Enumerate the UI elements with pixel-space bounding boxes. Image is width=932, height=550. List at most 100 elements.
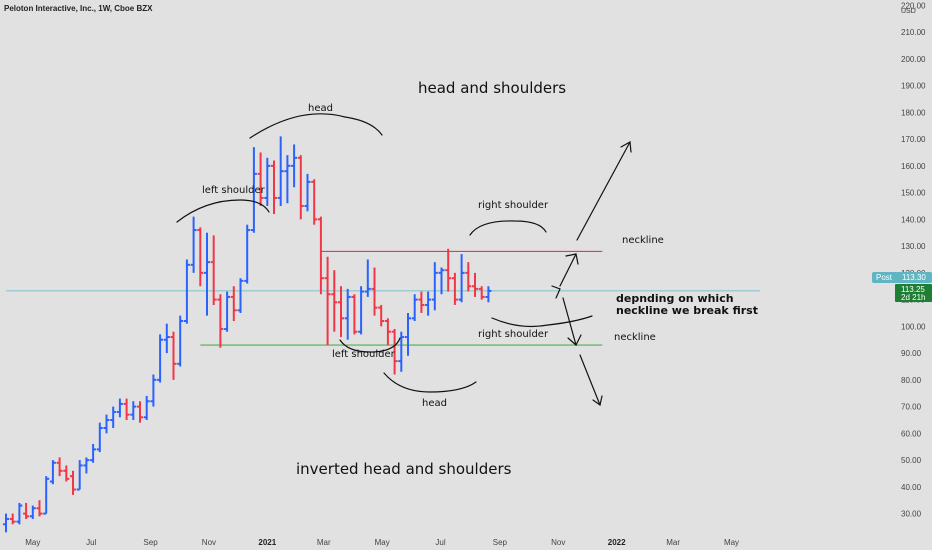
time-axis[interactable]: May Jul Sep Nov 2021 Mar May Jul Sep Nov 2022 Mar Ma… (25, 538, 739, 547)
ohlc-bar (217, 294, 224, 348)
countdown: 2d 21h (901, 293, 925, 302)
x-tick-label: 2022 (608, 538, 626, 547)
left-shoulder-arc-bottom (339, 337, 401, 353)
ohlc-bar (364, 259, 371, 297)
x-tick-label: Mar (317, 538, 331, 547)
annotation-labels: head and shoulders inverted head and sho… (202, 79, 758, 478)
left-shoulder-arc-top (176, 199, 270, 223)
ohlc-bar (431, 262, 438, 311)
x-tick-label: Nov (202, 538, 216, 547)
ohlc-bar (458, 254, 465, 303)
y-tick-label: 160.00 (901, 162, 926, 171)
x-tick-label: 2021 (258, 538, 276, 547)
ohlc-bar (103, 414, 110, 434)
ohlc-bar (237, 278, 244, 313)
post-price-tag (872, 272, 932, 283)
ohlc-bar (190, 216, 197, 273)
neckline-label-top: neckline (622, 235, 664, 246)
x-tick-label: May (724, 538, 739, 547)
ohlc-bar (150, 374, 157, 407)
ohlc-bar (224, 291, 231, 332)
ohlc-bar (398, 331, 405, 372)
ohlc-bar (411, 294, 418, 321)
inverted-title: inverted head and shoulders (296, 460, 512, 478)
ohlc-bar (183, 259, 190, 324)
ohlc-bar (264, 157, 271, 206)
arrow-down-short-head (567, 334, 582, 346)
bracket-right (551, 285, 561, 299)
ohlc-bar (76, 460, 83, 491)
ohlc-bar (331, 270, 338, 332)
y-tick-label: 170.00 (901, 135, 926, 144)
price-bars (3, 136, 492, 533)
ohlc-bar (311, 179, 318, 225)
y-tick-label: 150.00 (901, 189, 926, 198)
ohlc-bar (358, 286, 365, 335)
y-tick-label: 200.00 (901, 55, 926, 64)
ohlc-bar (9, 513, 16, 525)
ohlc-bar (438, 267, 445, 295)
left-shoulder-label-bottom: left shoulder (332, 349, 396, 360)
ohlc-bar (344, 288, 351, 340)
y-tick-label: 190.00 (901, 82, 926, 91)
ohlc-bar (478, 286, 485, 300)
arrow-down-short (562, 297, 577, 346)
y-tick-label: 90.00 (901, 349, 922, 358)
x-tick-label: May (375, 538, 390, 547)
ohlc-bar (324, 256, 331, 346)
ohlc-bar (297, 155, 304, 220)
ohlc-bar (371, 267, 378, 316)
price-tags: Post 113.30 113.25 2d 21h (872, 272, 932, 302)
x-tick-label: May (25, 538, 40, 547)
head-arc-top (249, 113, 383, 139)
ohlc-bar (271, 160, 277, 214)
ohlc-bar (384, 318, 391, 346)
x-tick-label: Sep (143, 538, 158, 547)
ohlc-bar (3, 513, 9, 533)
y-tick-label: 70.00 (901, 403, 922, 412)
x-tick-label: Nov (551, 538, 565, 547)
x-tick-label: Jul (86, 538, 96, 547)
currency-label: USD (901, 8, 916, 15)
y-tick-label: 30.00 (901, 510, 922, 519)
y-tick-label: 180.00 (901, 108, 926, 117)
ohlc-bar (472, 272, 478, 297)
ohlc-bar (83, 457, 90, 474)
ohlc-bar (445, 248, 452, 292)
ohlc-bar (163, 323, 170, 354)
ohlc-bar (63, 465, 70, 482)
ohlc-bar (23, 502, 30, 519)
ohlc-bar (291, 144, 298, 188)
ohlc-bar (130, 401, 137, 420)
arrow-up-short (559, 253, 577, 287)
ohlc-bar (197, 227, 204, 287)
ohlc-bar (391, 329, 398, 375)
head-arc-bottom (383, 372, 477, 393)
ohlc-bar (90, 444, 97, 463)
neckline-label-bottom: neckline (614, 332, 656, 343)
arrow-up-long (576, 141, 631, 241)
arrow-up-short-head (565, 253, 579, 265)
right-shoulder-arc-top (469, 220, 547, 236)
right-shoulder-arc-bottom (491, 315, 593, 328)
ohlc-bar (351, 294, 358, 335)
y-tick-label: 60.00 (901, 429, 922, 438)
right-shoulder-label-bottom: right shoulder (478, 329, 549, 340)
right-shoulder-label-top: right shoulder (478, 200, 549, 211)
ohlc-bar (110, 406, 117, 428)
x-tick-label: Jul (435, 538, 445, 547)
drawings (176, 113, 632, 407)
ohlc-bar (123, 398, 130, 420)
x-tick-label: Sep (493, 538, 508, 547)
ohlc-bar (418, 291, 425, 313)
ohlc-bar (96, 422, 103, 453)
y-tick-label: 220.00 (901, 1, 926, 10)
post-price: 113.30 (902, 273, 926, 282)
y-tick-label: 80.00 (901, 376, 922, 385)
ohlc-bar (304, 173, 311, 212)
ohlc-bar (43, 476, 50, 515)
post-label: Post (876, 273, 893, 282)
note-line-2: neckline we break first (616, 304, 758, 317)
ticker-title: Peloton Interactive, Inc., 1W, Cboe BZX (4, 4, 153, 13)
